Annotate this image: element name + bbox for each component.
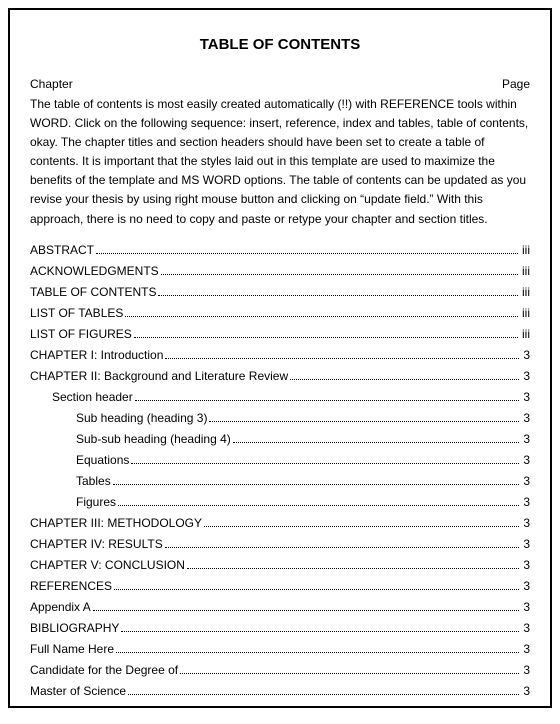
toc-entry-page: 3 xyxy=(521,367,530,385)
toc-entry-label: ABSTRACT xyxy=(30,241,94,259)
toc-entry-label: Sub heading (heading 3) xyxy=(76,409,207,427)
toc-leader-dots xyxy=(161,274,518,275)
toc-entry: ABSTRACT iii xyxy=(30,241,530,259)
toc-entry-page: 3 xyxy=(521,619,530,637)
toc-entry: CHAPTER IV: RESULTS 3 xyxy=(30,535,530,553)
toc-entry: Sub-sub heading (heading 4) 3 xyxy=(30,430,530,448)
toc-entry-page: 3 xyxy=(521,556,530,574)
toc-leader-dots xyxy=(165,547,520,548)
toc-entry: Tables 3 xyxy=(30,472,530,490)
toc-entry-label: LIST OF TABLES xyxy=(30,304,123,322)
toc-leader-dots xyxy=(187,568,519,569)
header-page: Page xyxy=(502,75,530,93)
toc-entry-page: 3 xyxy=(521,409,530,427)
toc-entry-page: iii xyxy=(520,283,530,301)
toc-leader-dots xyxy=(134,337,518,338)
toc-leader-dots xyxy=(233,442,520,443)
toc-entry-page: 3 xyxy=(521,388,530,406)
toc-entry-label: CHAPTER IV: RESULTS xyxy=(30,535,163,553)
toc-entry: Sub heading (heading 3) 3 xyxy=(30,409,530,427)
toc-entry-label: Section header xyxy=(52,388,133,406)
toc-leader-dots xyxy=(204,526,519,527)
toc-entry-label: BIBLIOGRAPHY xyxy=(30,619,119,637)
toc-entry-label: Master of Science xyxy=(30,682,126,700)
toc-entry-page: 3 xyxy=(521,493,530,511)
toc-entry-page: 3 xyxy=(521,514,530,532)
toc-entry-label: CHAPTER I: Introduction xyxy=(30,346,163,364)
toc-leader-dots xyxy=(180,673,519,674)
toc-leader-dots xyxy=(96,253,518,254)
toc-entry: Master of Science 3 xyxy=(30,682,530,700)
toc-leader-dots xyxy=(118,505,519,506)
toc-leader-dots xyxy=(165,358,519,359)
header-chapter: Chapter xyxy=(30,75,73,93)
toc-entry: CHAPTER V: CONCLUSION 3 xyxy=(30,556,530,574)
toc-entry: Full Name Here 3 xyxy=(30,640,530,658)
toc-entry-page: iii xyxy=(520,262,530,280)
toc-entry-label: ACKNOWLEDGMENTS xyxy=(30,262,159,280)
toc-entry-page: 3 xyxy=(521,598,530,616)
toc-leader-dots xyxy=(128,694,519,695)
toc-entry-label: TABLE OF CONTENTS xyxy=(30,283,156,301)
toc-entry-page: 3 xyxy=(521,661,530,679)
toc-entry-label: REFERENCES xyxy=(30,577,112,595)
document-page: TABLE OF CONTENTS Chapter Page The table… xyxy=(8,8,552,708)
toc-entry-label: LIST OF FIGURES xyxy=(30,325,132,343)
toc-leader-dots xyxy=(116,652,519,653)
toc-entry-label: Equations xyxy=(76,451,129,469)
toc-entry-page: 3 xyxy=(521,682,530,700)
toc-entry-label: Appendix A xyxy=(30,598,91,616)
toc-entry-label: Tables xyxy=(76,472,111,490)
toc-list: ABSTRACTiiiACKNOWLEDGMENTSiiiTABLE OF CO… xyxy=(30,241,530,700)
toc-entry-page: 3 xyxy=(521,535,530,553)
toc-entry-page: 3 xyxy=(521,640,530,658)
toc-entry-label: Full Name Here xyxy=(30,640,114,658)
toc-leader-dots xyxy=(93,610,520,611)
page-title: TABLE OF CONTENTS xyxy=(30,34,530,57)
toc-entry: ACKNOWLEDGMENTS iii xyxy=(30,262,530,280)
toc-entry: TABLE OF CONTENTS iii xyxy=(30,283,530,301)
toc-leader-dots xyxy=(158,295,518,296)
toc-entry: CHAPTER I: Introduction 3 xyxy=(30,346,530,364)
toc-entry: Equations 3 xyxy=(30,451,530,469)
toc-entry-page: 3 xyxy=(521,430,530,448)
toc-leader-dots xyxy=(113,484,520,485)
toc-entry-label: CHAPTER III: METHODOLOGY xyxy=(30,514,202,532)
toc-entry-label: Sub-sub heading (heading 4) xyxy=(76,430,231,448)
toc-entry: Section header 3 xyxy=(30,388,530,406)
toc-leader-dots xyxy=(131,463,519,464)
toc-leader-dots xyxy=(121,631,519,632)
toc-entry: REFERENCES 3 xyxy=(30,577,530,595)
toc-entry-label: CHAPTER V: CONCLUSION xyxy=(30,556,185,574)
toc-entry-page: iii xyxy=(520,241,530,259)
toc-entry-label: CHAPTER II: Background and Literature Re… xyxy=(30,367,288,385)
toc-entry: BIBLIOGRAPHY 3 xyxy=(30,619,530,637)
toc-entry-page: iii xyxy=(520,304,530,322)
toc-entry: Figures 3 xyxy=(30,493,530,511)
toc-entry: Candidate for the Degree of 3 xyxy=(30,661,530,679)
toc-entry-label: Figures xyxy=(76,493,116,511)
toc-entry: LIST OF TABLES iii xyxy=(30,304,530,322)
toc-leader-dots xyxy=(114,589,519,590)
toc-entry: CHAPTER II: Background and Literature Re… xyxy=(30,367,530,385)
toc-entry-label: Candidate for the Degree of xyxy=(30,661,178,679)
toc-entry: CHAPTER III: METHODOLOGY 3 xyxy=(30,514,530,532)
toc-leader-dots xyxy=(209,421,519,422)
toc-entry-page: 3 xyxy=(521,577,530,595)
toc-entry-page: 3 xyxy=(521,346,530,364)
toc-description: The table of contents is most easily cre… xyxy=(30,95,530,229)
toc-entry: LIST OF FIGURES iii xyxy=(30,325,530,343)
toc-entry: Appendix A 3 xyxy=(30,598,530,616)
toc-header-row: Chapter Page xyxy=(30,75,530,93)
toc-leader-dots xyxy=(135,400,520,401)
toc-leader-dots xyxy=(290,379,519,380)
toc-entry-page: iii xyxy=(520,325,530,343)
toc-entry-page: 3 xyxy=(521,472,530,490)
toc-leader-dots xyxy=(125,316,518,317)
toc-entry-page: 3 xyxy=(521,451,530,469)
